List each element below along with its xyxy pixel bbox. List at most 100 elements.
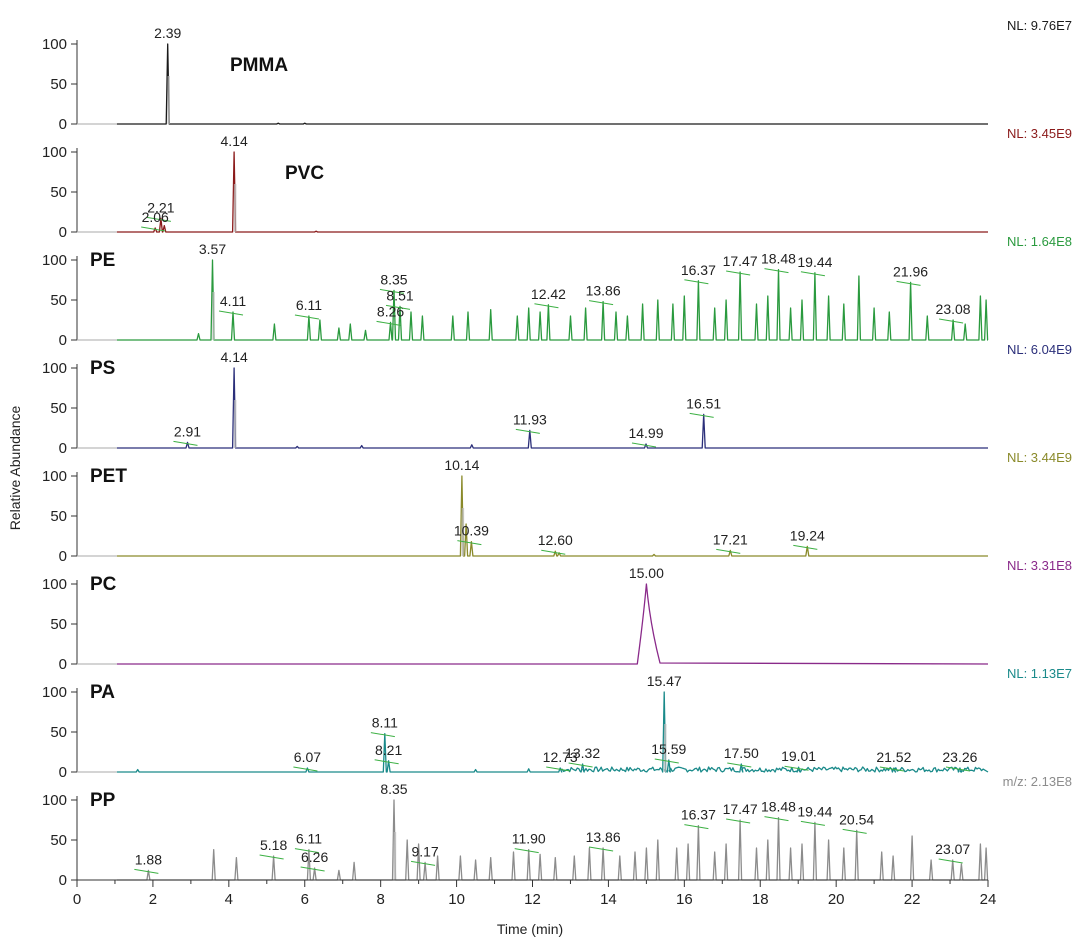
peak-label: 2.39 <box>154 25 181 41</box>
x-tick-label: 20 <box>828 891 845 908</box>
label-leader <box>726 270 751 276</box>
y-tick-label: 50 <box>50 616 67 633</box>
y-tick-label: 100 <box>42 468 67 485</box>
label-leader <box>376 320 401 326</box>
peak-label: 23.08 <box>936 301 971 317</box>
x-tick-label: 24 <box>980 891 997 908</box>
label-leader <box>141 226 166 232</box>
peak-label: 21.96 <box>893 263 928 279</box>
peak-label: 16.37 <box>681 262 716 278</box>
label-leader <box>218 310 244 316</box>
label-leader <box>173 440 198 446</box>
peak-label: 8.35 <box>380 781 407 797</box>
label-leader <box>684 279 709 285</box>
label-leader <box>294 314 320 320</box>
label-leader <box>879 766 904 772</box>
peak-label: 10.39 <box>454 523 489 539</box>
peak-label: 12.73 <box>543 749 578 765</box>
panel-pmma: 0 50 100 2.39 PMMA NL: 9.76E7 <box>42 18 1072 133</box>
peak-label: 17.47 <box>723 253 758 269</box>
y-tick-label: 100 <box>42 360 67 377</box>
peak-label: 13.86 <box>586 829 621 845</box>
y-tick-label: 0 <box>59 764 67 781</box>
peak-label: 8.21 <box>375 742 402 758</box>
x-tick-label: 8 <box>376 891 384 908</box>
x-tick-label: 4 <box>225 891 233 908</box>
peak-label: 4.11 <box>220 293 246 309</box>
trace-pmma <box>116 43 988 125</box>
peak-label: 17.21 <box>713 531 748 547</box>
trace-pa <box>116 691 989 773</box>
y-tick-label: 100 <box>42 792 67 809</box>
label-leader <box>293 766 318 772</box>
label-leader <box>370 732 395 738</box>
y-tick-label: 100 <box>42 684 67 701</box>
peak-label: 16.37 <box>681 807 716 823</box>
y-tick-label: 50 <box>50 184 67 201</box>
label-leader <box>727 762 752 768</box>
label-leader <box>589 846 614 852</box>
label-leader <box>134 868 159 874</box>
peak-label: 6.26 <box>301 849 328 865</box>
nl-label: NL: 1.64E8 <box>1007 234 1072 249</box>
label-leader <box>515 428 540 434</box>
peak-label: 19.24 <box>790 527 825 543</box>
y-tick-label: 50 <box>50 292 67 309</box>
panel-name-pe: PE <box>90 250 115 271</box>
peak-label: 1.88 <box>135 851 162 867</box>
label-leader <box>938 858 963 864</box>
y-tick-label: 100 <box>42 576 67 593</box>
label-leader <box>534 303 559 309</box>
y-tick-label: 50 <box>50 400 67 417</box>
panel-name-pc: PC <box>90 574 117 595</box>
peak-label: 8.35 <box>380 271 407 287</box>
label-leader <box>589 300 614 306</box>
y-tick-label: 0 <box>59 116 67 133</box>
panel-name-pet: PET <box>90 466 127 487</box>
label-leader <box>726 818 751 824</box>
peak-label: 21.52 <box>876 749 911 765</box>
x-tick-label: 22 <box>904 891 921 908</box>
y-tick-label: 50 <box>50 724 67 741</box>
label-leader <box>654 758 679 764</box>
peak-label: 13.32 <box>565 745 600 761</box>
label-leader <box>684 824 709 830</box>
label-leader <box>379 288 405 294</box>
peak-label: 8.11 <box>372 715 398 731</box>
label-leader <box>259 854 284 860</box>
trace-ps <box>116 367 988 449</box>
peak-label: 15.47 <box>647 673 682 689</box>
y-tick-label: 0 <box>59 656 67 673</box>
panel-pet: 0 50 100 10.14 10.39 12.60 17.21 19.24 PET NL: 3.… <box>42 450 1072 565</box>
x-axis-title: Time (min) <box>497 921 563 937</box>
x-tick-label: 14 <box>600 891 617 908</box>
y-tick-label: 100 <box>42 144 67 161</box>
x-tick-label: 2 <box>149 891 157 908</box>
peak-label: 23.26 <box>942 749 977 765</box>
peak-label: 4.14 <box>221 133 248 149</box>
label-leader <box>514 848 539 854</box>
peak-label: 18.48 <box>761 799 796 815</box>
y-tick-label: 50 <box>50 508 67 525</box>
peak-label: 17.50 <box>724 745 759 761</box>
label-leader <box>800 820 825 826</box>
x-tick-label: 12 <box>524 891 541 908</box>
peak-label: 11.93 <box>513 411 547 427</box>
nl-label: NL: 3.45E9 <box>1007 126 1072 141</box>
trace-pc <box>116 583 989 665</box>
label-leader <box>842 828 867 834</box>
label-leader <box>546 766 571 772</box>
peak-label: 19.44 <box>797 254 832 270</box>
peak-label: 12.42 <box>531 286 566 302</box>
panel-pc: 0 50 100 15.00 PC NL: 3.31E8 <box>42 558 1072 673</box>
label-leader <box>294 848 320 854</box>
trace-pvc <box>116 151 988 233</box>
x-tick-label: 10 <box>448 891 465 908</box>
peak-label: 6.07 <box>294 749 321 765</box>
peak-label: 15.00 <box>629 565 664 581</box>
label-leader <box>689 412 714 418</box>
label-leader <box>793 544 818 550</box>
